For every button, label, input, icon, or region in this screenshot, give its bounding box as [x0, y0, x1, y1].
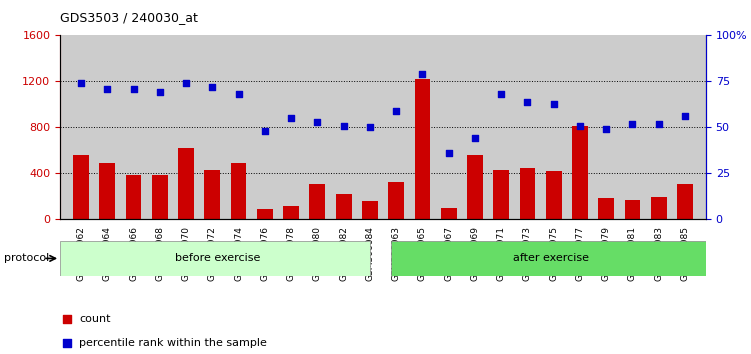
Point — [233, 91, 245, 97]
Point — [154, 90, 166, 95]
Bar — [257, 209, 273, 219]
Bar — [152, 175, 167, 219]
Point — [436, 11, 448, 17]
Bar — [493, 170, 509, 219]
Bar — [677, 184, 693, 219]
Bar — [441, 208, 457, 219]
FancyBboxPatch shape — [60, 241, 370, 276]
Bar — [651, 197, 667, 219]
Point — [338, 123, 350, 129]
Point — [207, 84, 219, 90]
Point — [436, 228, 448, 234]
Bar — [99, 163, 115, 219]
Bar — [178, 148, 194, 219]
Point — [442, 150, 454, 156]
Bar — [231, 163, 246, 219]
Point — [495, 91, 507, 97]
Point — [626, 121, 638, 127]
Bar — [336, 194, 351, 219]
Point — [416, 71, 428, 77]
Point — [364, 125, 376, 130]
Point — [469, 136, 481, 141]
Point — [390, 108, 402, 114]
Point — [679, 114, 691, 119]
Bar — [362, 201, 378, 219]
Point — [180, 80, 192, 86]
Text: protocol: protocol — [4, 253, 49, 263]
Bar — [572, 126, 588, 219]
Bar — [309, 184, 325, 219]
Bar — [388, 182, 404, 219]
Point — [600, 126, 612, 132]
Bar — [415, 79, 430, 219]
Point — [259, 128, 271, 134]
Text: before exercise: before exercise — [175, 253, 261, 263]
Bar — [625, 200, 641, 219]
Text: GDS3503 / 240030_at: GDS3503 / 240030_at — [60, 11, 198, 24]
Bar — [546, 171, 562, 219]
Point — [101, 86, 113, 92]
Point — [75, 80, 87, 86]
Point — [653, 121, 665, 127]
Text: count: count — [80, 314, 111, 325]
Point — [312, 119, 324, 125]
Point — [574, 123, 586, 129]
Bar — [520, 168, 535, 219]
Bar — [283, 206, 299, 219]
Bar — [204, 170, 220, 219]
Text: percentile rank within the sample: percentile rank within the sample — [80, 338, 267, 348]
Point — [285, 115, 297, 121]
Point — [547, 101, 559, 106]
Bar — [73, 155, 89, 219]
Text: after exercise: after exercise — [513, 253, 589, 263]
FancyBboxPatch shape — [391, 241, 722, 276]
Bar — [599, 198, 614, 219]
Point — [128, 86, 140, 92]
Point — [521, 99, 533, 104]
Bar — [467, 155, 483, 219]
Bar — [125, 175, 141, 219]
